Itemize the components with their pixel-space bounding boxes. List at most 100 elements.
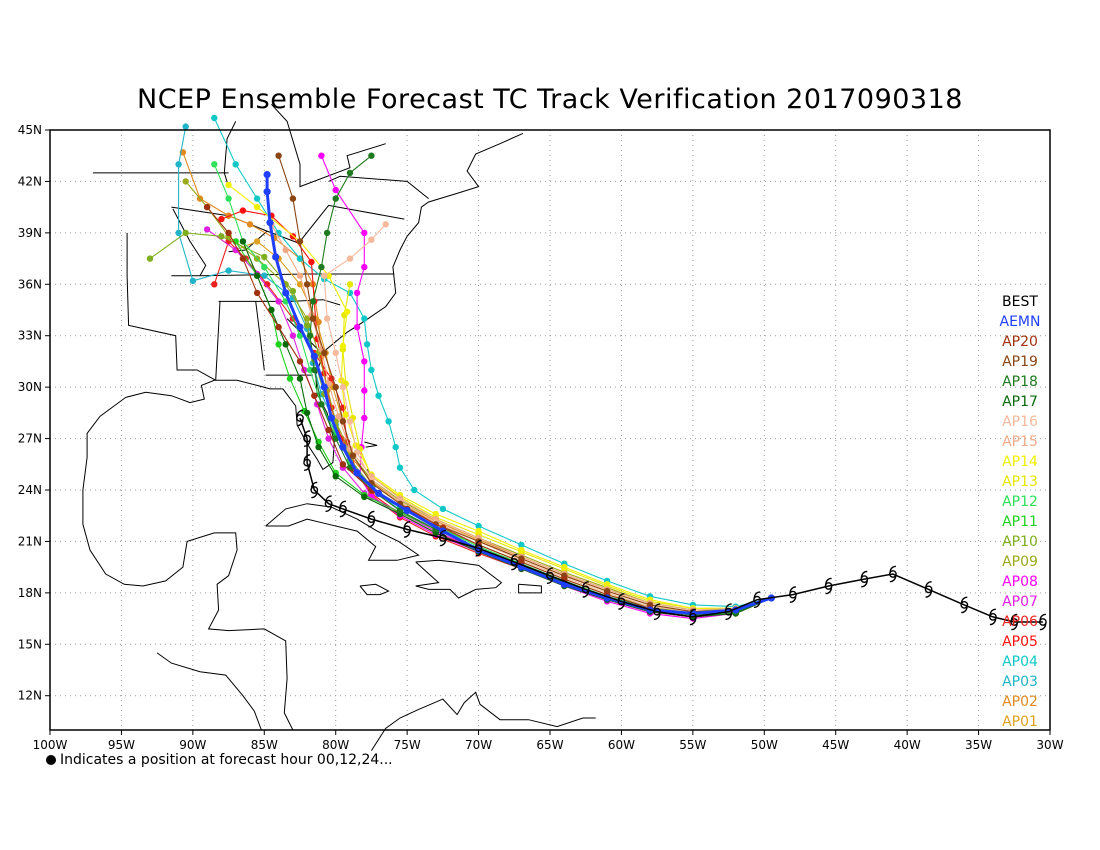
legend-entry-ap05: AP05 <box>1002 634 1038 650</box>
legend-entry-best: BEST <box>1002 294 1038 310</box>
track-ap10 <box>146 229 775 617</box>
hurricane-symbol-icon <box>689 608 697 626</box>
track-position <box>342 411 349 418</box>
track-position <box>361 358 368 365</box>
track-position <box>339 443 347 451</box>
coastline-segment <box>415 559 503 599</box>
lon-tick-label: 90W <box>179 738 206 752</box>
track-position <box>296 238 304 245</box>
coastline-segment <box>126 232 216 381</box>
track-position <box>253 272 261 279</box>
legend-entry-ap07: AP07 <box>1002 594 1038 610</box>
legend-entry-ap10: AP10 <box>1002 534 1038 550</box>
track-position <box>211 281 218 288</box>
hurricane-symbol-icon <box>889 565 897 583</box>
lon-tick-label: 70W <box>465 738 492 752</box>
best-track-line <box>299 417 1043 623</box>
map-frame <box>49 129 1051 731</box>
track-position <box>432 510 439 518</box>
track-position <box>332 195 339 202</box>
track-position <box>396 464 404 471</box>
track-position <box>323 229 331 237</box>
coastline-segment <box>370 691 596 751</box>
track-position <box>218 215 225 223</box>
track-position <box>475 527 482 535</box>
map-axes: 100W 95W 90W 85W 80W 75W 70W 65W 60W 55W 50W 45W 40W… <box>18 123 1064 752</box>
track-ap19 <box>275 152 775 615</box>
track-position <box>368 152 375 159</box>
track-position <box>218 233 225 240</box>
track-position <box>361 493 368 501</box>
hurricane-symbol-icon <box>303 454 312 471</box>
coastlines <box>82 103 596 751</box>
track-line <box>213 240 772 618</box>
coastline-segment <box>82 132 524 731</box>
hurricane-symbol-icon <box>753 591 761 608</box>
legend-entry-ap19: AP19 <box>1002 354 1038 370</box>
track-position <box>253 289 261 297</box>
lon-tick-label: 30W <box>1036 738 1063 752</box>
hurricane-symbol-icon <box>724 603 733 620</box>
track-position <box>232 161 239 168</box>
track-position <box>296 358 304 365</box>
lat-tick-label: 30N <box>18 380 42 394</box>
hurricane-symbol-icon <box>367 510 376 528</box>
track-position <box>303 322 311 329</box>
track-position <box>182 123 189 130</box>
track-position <box>343 308 351 315</box>
track-position <box>225 229 232 237</box>
track-position <box>411 486 418 494</box>
track-position <box>239 238 247 245</box>
track-position <box>368 236 375 243</box>
track-position <box>363 341 371 348</box>
lon-tick-label: 100W <box>33 738 68 752</box>
hurricane-symbol-icon <box>310 481 319 499</box>
lat-tick-label: 42N <box>18 174 42 188</box>
track-position <box>263 281 271 288</box>
track-position <box>289 195 297 202</box>
track-position <box>332 186 339 194</box>
track-position <box>296 323 304 331</box>
hurricane-symbol-icon <box>860 570 869 588</box>
track-position <box>211 114 218 122</box>
track-position <box>261 263 268 271</box>
track-position <box>349 452 357 459</box>
track-position <box>368 493 375 501</box>
track-position <box>385 418 392 425</box>
track-position <box>203 203 211 211</box>
track-position <box>339 383 347 391</box>
track-position <box>315 318 322 326</box>
track-line <box>206 228 772 618</box>
footnote-text: Indicates a position at forecast hour 00… <box>60 752 393 768</box>
track-ap03 <box>175 123 775 619</box>
track-position <box>318 152 325 159</box>
coastline-segment <box>255 301 265 371</box>
lon-tick-label: 55W <box>679 738 706 752</box>
lon-tick-label: 80W <box>322 738 349 752</box>
track-position <box>306 332 314 339</box>
track-position <box>296 272 304 279</box>
lat-tick-label: 21N <box>18 534 42 548</box>
track-position <box>368 366 375 374</box>
track-position <box>346 281 354 288</box>
lat-tick-label: 12N <box>18 689 42 703</box>
track-position <box>309 315 317 322</box>
track-line <box>149 232 772 614</box>
lat-tick-label: 33N <box>18 329 42 343</box>
track-position <box>321 349 328 357</box>
track-position <box>146 255 154 262</box>
track-position <box>309 298 317 305</box>
track-position <box>339 418 347 425</box>
hurricane-symbol-icon <box>1010 613 1019 631</box>
track-position <box>375 489 383 497</box>
track-position <box>361 315 368 322</box>
track-position <box>346 169 354 177</box>
track-position <box>603 581 611 588</box>
coastline-segment <box>518 583 542 594</box>
track-position <box>339 461 347 468</box>
lat-tick-label: 24N <box>18 483 42 497</box>
legend-entry-ap04: AP04 <box>1002 654 1038 670</box>
track-position <box>282 289 290 297</box>
track-position <box>353 469 361 477</box>
track-position <box>246 221 254 228</box>
